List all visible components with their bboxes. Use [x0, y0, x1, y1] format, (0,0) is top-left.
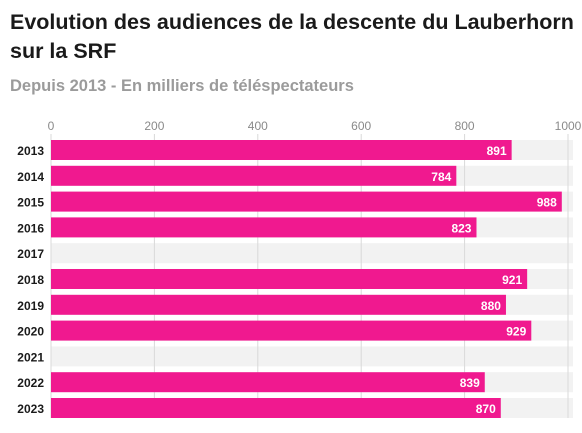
- data-label: 929: [506, 325, 526, 339]
- category-label: 2015: [17, 196, 44, 210]
- x-tick-label: 600: [351, 119, 371, 133]
- data-label: 921: [502, 273, 522, 287]
- category-label: 2021: [17, 350, 44, 364]
- category-label: 2020: [17, 325, 44, 339]
- bar: [51, 140, 512, 160]
- category-label: 2014: [17, 170, 44, 184]
- bar: [51, 398, 501, 418]
- category-label: 2022: [17, 376, 44, 390]
- x-tick-label: 0: [48, 119, 55, 133]
- bar: [51, 217, 477, 238]
- category-label: 2019: [17, 299, 44, 313]
- category-label: 2017: [17, 247, 44, 261]
- bar: [51, 372, 485, 393]
- x-tick-label: 1000: [555, 119, 582, 133]
- bar-track: [51, 243, 573, 264]
- x-tick-label: 800: [455, 119, 475, 133]
- chart-title: Evolution des audiences de la descente d…: [10, 10, 574, 63]
- category-label: 2013: [17, 144, 44, 158]
- data-label: 880: [481, 299, 501, 313]
- data-label: 839: [460, 376, 480, 390]
- bar-track: [51, 346, 573, 367]
- bar: [51, 320, 532, 341]
- data-label: 870: [476, 402, 496, 416]
- chart-subtitle: Depuis 2013 - En milliers de téléspectat…: [10, 77, 354, 95]
- bar: [51, 191, 562, 212]
- data-label: 823: [451, 221, 471, 235]
- x-tick-label: 200: [144, 119, 164, 133]
- data-label: 891: [487, 144, 507, 158]
- x-tick-label: 400: [248, 119, 268, 133]
- category-label: 2018: [17, 273, 44, 287]
- bar: [51, 165, 457, 186]
- bar: [51, 269, 528, 289]
- category-label: 2023: [17, 402, 44, 416]
- data-label: 988: [537, 196, 557, 210]
- category-label: 2016: [17, 221, 44, 235]
- data-label: 784: [431, 170, 451, 184]
- bar: [51, 294, 506, 315]
